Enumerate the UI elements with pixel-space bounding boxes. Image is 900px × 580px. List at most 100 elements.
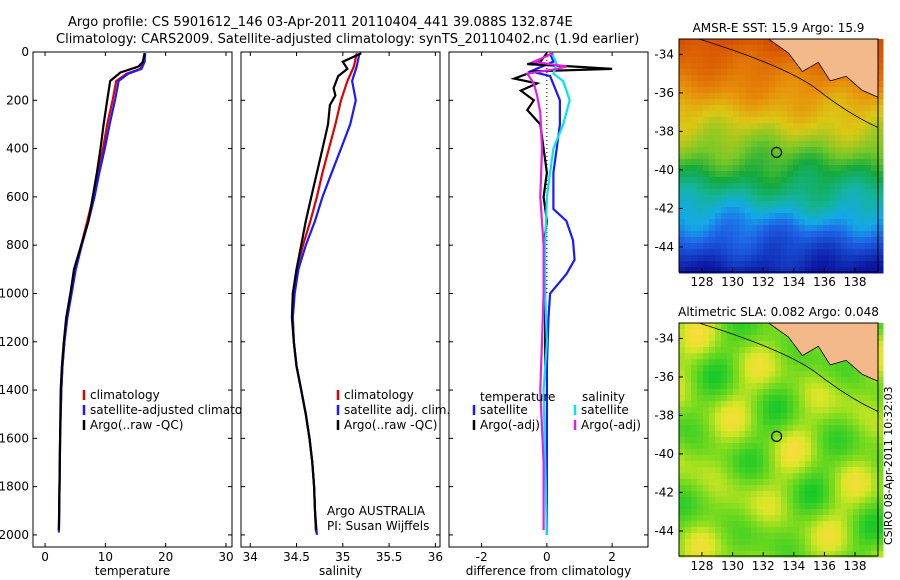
map-cell xyxy=(733,165,740,172)
map-cell xyxy=(721,87,728,94)
map-cell xyxy=(799,195,806,202)
map-cell xyxy=(805,389,812,396)
map-cell xyxy=(763,521,770,528)
map-cell xyxy=(745,461,752,468)
map-cell xyxy=(829,521,836,528)
map-cell xyxy=(745,255,752,262)
map-cell xyxy=(775,521,782,528)
map-cell xyxy=(853,213,860,220)
map-cell xyxy=(841,485,848,492)
map-cell xyxy=(727,99,734,106)
map-cell xyxy=(841,383,848,390)
map-cell xyxy=(727,461,734,468)
map-cell xyxy=(877,243,884,250)
map-cell xyxy=(853,267,860,274)
map-cell xyxy=(709,539,716,546)
map-cell xyxy=(721,353,728,360)
map-cell xyxy=(775,159,782,166)
map-cell xyxy=(709,347,716,354)
map-cell xyxy=(823,431,830,438)
map-cell xyxy=(835,527,842,534)
map-cell xyxy=(805,177,812,184)
map-cell xyxy=(811,201,818,208)
map-cell xyxy=(763,449,770,456)
map-cell xyxy=(853,401,860,408)
map-cell xyxy=(871,521,878,528)
map-cell xyxy=(829,81,836,88)
map-cell xyxy=(787,485,794,492)
map-cell xyxy=(847,129,854,136)
map-cell xyxy=(697,371,704,378)
map-cell xyxy=(745,533,752,540)
map-cell xyxy=(853,255,860,262)
map-cell xyxy=(751,401,758,408)
map-cell xyxy=(775,261,782,268)
map-cell xyxy=(733,353,740,360)
map-cell xyxy=(841,491,848,498)
map-cell xyxy=(871,533,878,540)
map-cell xyxy=(811,485,818,492)
map-cell xyxy=(775,389,782,396)
map-cell xyxy=(841,213,848,220)
map-cell xyxy=(739,413,746,420)
map-cell xyxy=(829,497,836,504)
map-cell xyxy=(727,533,734,540)
map-cell xyxy=(829,243,836,250)
map-cell xyxy=(799,401,806,408)
map-cell xyxy=(679,389,686,396)
map-cell xyxy=(781,201,788,208)
map-cell xyxy=(715,111,722,118)
map-cell xyxy=(835,249,842,256)
map-cell xyxy=(685,347,692,354)
map-cell xyxy=(829,461,836,468)
map-cell xyxy=(691,45,698,52)
map-cell xyxy=(709,527,716,534)
map-cell xyxy=(745,467,752,474)
map-cell xyxy=(727,539,734,546)
map-cell xyxy=(853,533,860,540)
map-cell xyxy=(769,509,776,516)
map-cell xyxy=(691,533,698,540)
map-cell xyxy=(679,135,686,142)
map-cell xyxy=(709,249,716,256)
map-cell xyxy=(751,51,758,58)
map-cell xyxy=(775,123,782,130)
map-cell xyxy=(817,521,824,528)
map-cell xyxy=(721,455,728,462)
map-cell xyxy=(715,323,722,330)
map-cell xyxy=(859,135,866,142)
map-cell xyxy=(805,395,812,402)
map-cell xyxy=(727,159,734,166)
map-cell xyxy=(793,75,800,82)
map-cell xyxy=(763,407,770,414)
map-cell xyxy=(691,177,698,184)
figure-title-line1: Argo profile: CS 5901612_146 03-Apr-2011… xyxy=(68,15,573,30)
map-cell xyxy=(877,117,884,124)
map-cell xyxy=(847,545,854,552)
map-cell xyxy=(787,159,794,166)
map-cell xyxy=(781,75,788,82)
map-cell xyxy=(775,225,782,232)
map-cell xyxy=(697,231,704,238)
map-cell xyxy=(691,195,698,202)
map-cell xyxy=(715,431,722,438)
map-cell xyxy=(811,129,818,136)
map-cell xyxy=(811,437,818,444)
map-cell xyxy=(691,105,698,112)
map-cell xyxy=(793,371,800,378)
map-cell xyxy=(787,371,794,378)
map-cell xyxy=(703,207,710,214)
map-cell xyxy=(805,69,812,76)
map-cell xyxy=(853,437,860,444)
map-cell xyxy=(793,521,800,528)
map-cell xyxy=(859,491,866,498)
map-cell xyxy=(763,323,770,330)
map-cell xyxy=(763,455,770,462)
map-cell xyxy=(739,533,746,540)
map-cell xyxy=(763,395,770,402)
map-cell xyxy=(847,389,854,396)
map-cell xyxy=(697,419,704,426)
map-cell xyxy=(781,365,788,372)
map-cell xyxy=(733,105,740,112)
